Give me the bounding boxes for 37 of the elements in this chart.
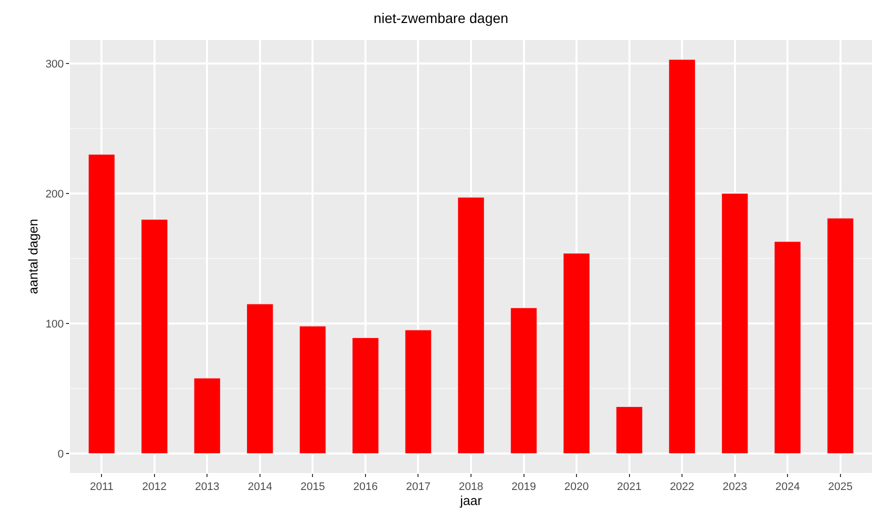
x-tick-label: 2023 [722,481,748,494]
y-tick-label: 200 [45,188,64,200]
x-tick-label: 2011 [90,481,114,494]
bar [774,241,802,454]
x-tick-label: 2021 [617,481,642,494]
y-axis-title: aantal dagen [25,218,40,294]
x-tick-label: 2012 [142,481,167,494]
x-tick-label: 2013 [194,481,220,494]
bar [668,59,696,454]
y-tick-label: 300 [45,58,64,70]
x-tick-label: 2025 [828,481,853,494]
chart-title: niet-zwembare dagen [374,10,508,26]
x-tick-label: 2015 [300,481,325,494]
bar [721,193,748,454]
x-tick-label: 2018 [458,481,484,494]
y-tick-label: 100 [45,318,64,330]
x-tick-label: 2020 [564,481,589,494]
bar [563,253,590,454]
bar [826,218,854,454]
x-tick-label: 2017 [406,481,430,494]
x-tick-label: 2019 [512,481,536,494]
x-axis-title: jaar [459,493,483,508]
bar [352,338,379,454]
bar [616,406,643,454]
bar [140,219,168,454]
x-tick-label: 2022 [670,481,694,494]
bar [404,330,432,454]
x-tick-label: 2014 [248,481,272,494]
bar [88,154,116,454]
bar [299,326,326,454]
x-tick-label: 2024 [775,481,800,494]
bar [510,308,538,454]
x-tick-label: 2016 [353,481,378,494]
bar [246,304,274,454]
y-tick-label: 0 [58,448,64,460]
bar [458,197,484,454]
bar [194,378,221,454]
